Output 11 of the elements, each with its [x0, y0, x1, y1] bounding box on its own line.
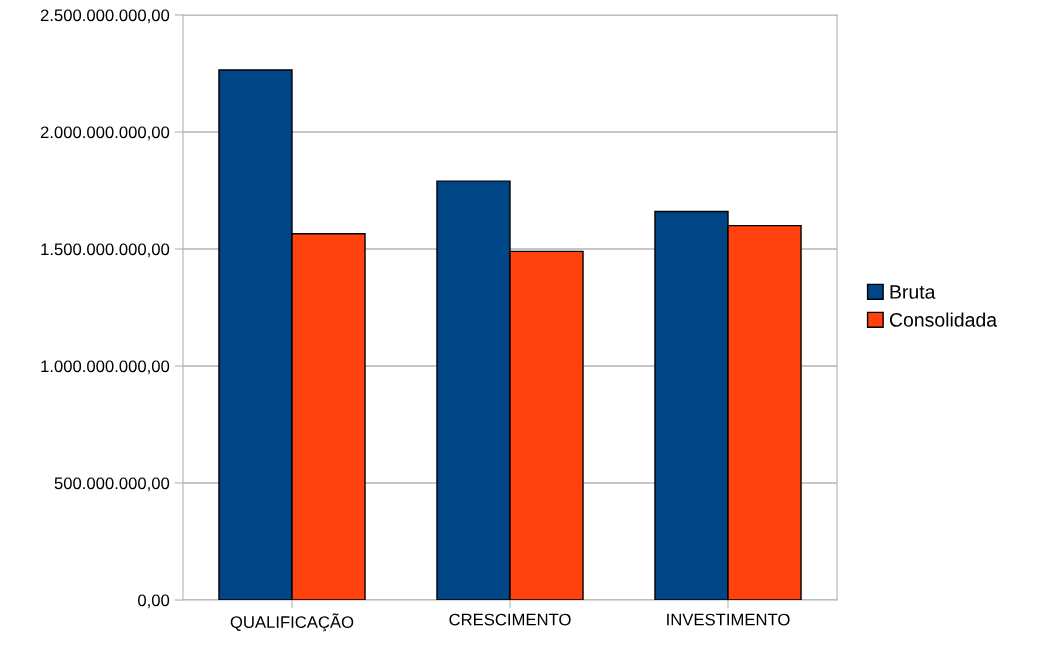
- legend-label: Bruta: [890, 285, 936, 299]
- y-tick-label: 500.000.000,00: [54, 477, 170, 492]
- y-tick-label: 2.000.000.000,00: [40, 126, 170, 141]
- y-tick-label: 1.000.000.000,00: [41, 360, 170, 375]
- y-tick-label: 1.500.000.000,00: [41, 243, 170, 258]
- x-tick-label: INVESTIMENTO: [667, 613, 790, 626]
- y-tick-label: 2.500.000.000,00: [40, 9, 170, 24]
- y-tick-label: 0,00: [138, 594, 170, 609]
- legend-label: Consolidada: [889, 312, 998, 327]
- x-tick-label: CRESCIMENTO: [449, 613, 571, 626]
- x-tick-label: QUALIFICAÇÃO: [230, 613, 354, 632]
